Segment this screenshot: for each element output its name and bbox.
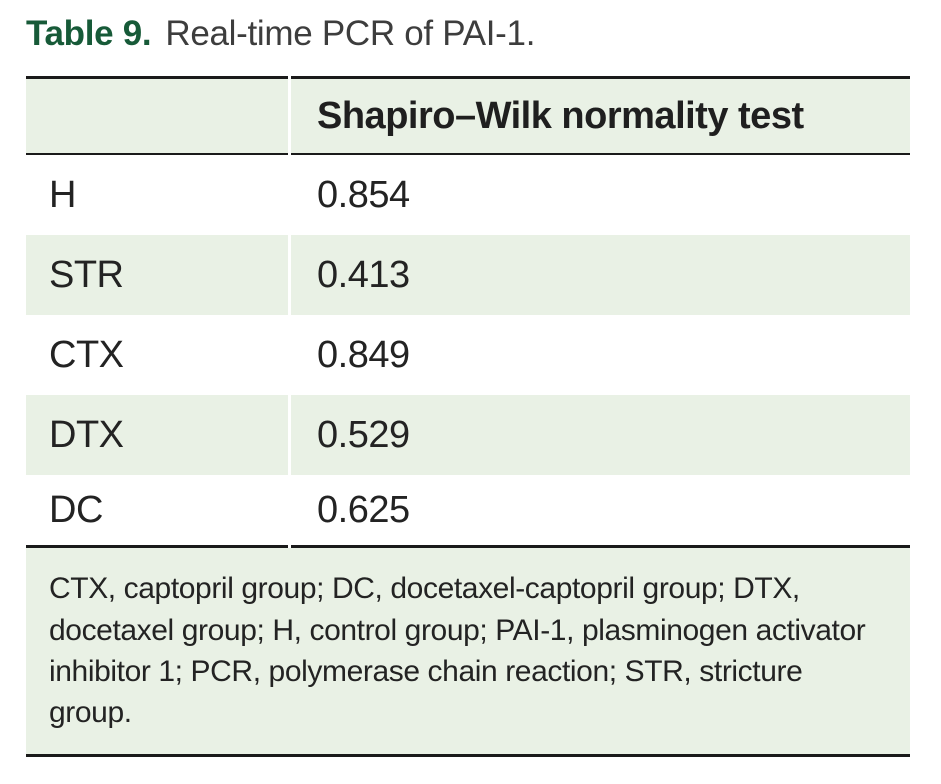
- group-cell: DTX: [26, 395, 288, 475]
- results-table: Shapiro–Wilk normality test H 0.854 STR …: [23, 76, 913, 757]
- table-footnote: CTX, captopril group; DC, docetaxel-capt…: [26, 548, 910, 757]
- value-cell: 0.625: [291, 475, 910, 548]
- table-row: CTX 0.849: [26, 315, 910, 395]
- header-shapiro-wilk: Shapiro–Wilk normality test: [291, 76, 910, 155]
- table-number-label: Table 9.: [26, 14, 152, 53]
- table-caption-text: Real-time PCR of PAI-1.: [165, 14, 536, 53]
- group-cell: DC: [26, 475, 288, 548]
- table-row: DC 0.625: [26, 475, 910, 548]
- header-row: Shapiro–Wilk normality test: [26, 76, 910, 155]
- group-cell: STR: [26, 235, 288, 315]
- table-row: STR 0.413: [26, 235, 910, 315]
- group-cell: H: [26, 155, 288, 235]
- value-cell: 0.413: [291, 235, 910, 315]
- value-cell: 0.529: [291, 395, 910, 475]
- value-cell: 0.854: [291, 155, 910, 235]
- header-empty-cell: [26, 76, 288, 155]
- table-row: DTX 0.529: [26, 395, 910, 475]
- value-cell: 0.849: [291, 315, 910, 395]
- table-caption: Table 9. Real-time PCR of PAI-1.: [26, 14, 535, 54]
- group-cell: CTX: [26, 315, 288, 395]
- footnote-row: CTX, captopril group; DC, docetaxel-capt…: [26, 548, 910, 757]
- table-row: H 0.854: [26, 155, 910, 235]
